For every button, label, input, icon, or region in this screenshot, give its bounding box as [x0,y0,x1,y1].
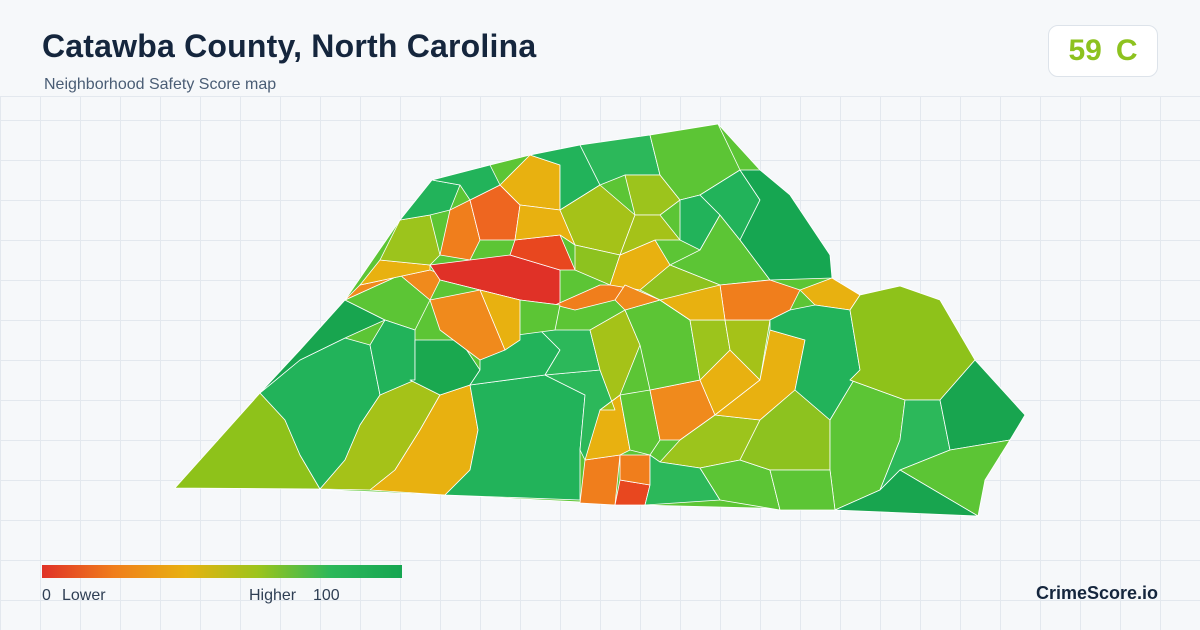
region-e-8[interactable] [769,469,836,511]
legend-min-value: 0 [42,587,51,604]
region-sc-7[interactable] [619,389,661,456]
region-sc-5[interactable] [619,454,651,486]
legend-min-label: Lower [62,587,106,604]
region-e-1[interactable] [769,304,861,421]
region-nw-4[interactable] [399,179,461,221]
brand-logo-text[interactable]: CrimeScore.io [1035,583,1158,603]
region-e-5[interactable] [939,359,1026,451]
score-value: 59 [1068,34,1102,67]
region-hickory-4[interactable] [514,204,576,246]
region-nw-3[interactable] [379,214,441,266]
region-w-3[interactable] [369,319,416,396]
page-subtitle: Neighborhood Safety Score map [44,76,277,93]
legend-max-value: 100 [313,587,340,604]
region-nc-6[interactable] [624,174,681,216]
region-sc-3[interactable] [579,454,621,506]
header-band [0,0,1200,97]
region-ec-2[interactable] [659,284,726,321]
score-grade: C [1115,34,1138,67]
legend-max-label: Higher [249,587,297,604]
region-nw-8[interactable] [431,164,501,201]
score-badge: 59 C [1048,25,1158,77]
region-hickory-7[interactable] [479,289,521,351]
legend-gradient-bar [42,565,402,578]
region-e-7[interactable] [834,469,979,517]
region-ec-4[interactable] [614,284,661,311]
region-ne-1[interactable] [739,169,833,281]
region-c-2[interactable] [539,329,601,376]
page-title: Catawba County, North Carolina [42,28,537,64]
region-hickory-6[interactable] [429,289,506,361]
region-e-6[interactable] [899,439,1011,517]
region-nc-7[interactable] [619,214,681,256]
